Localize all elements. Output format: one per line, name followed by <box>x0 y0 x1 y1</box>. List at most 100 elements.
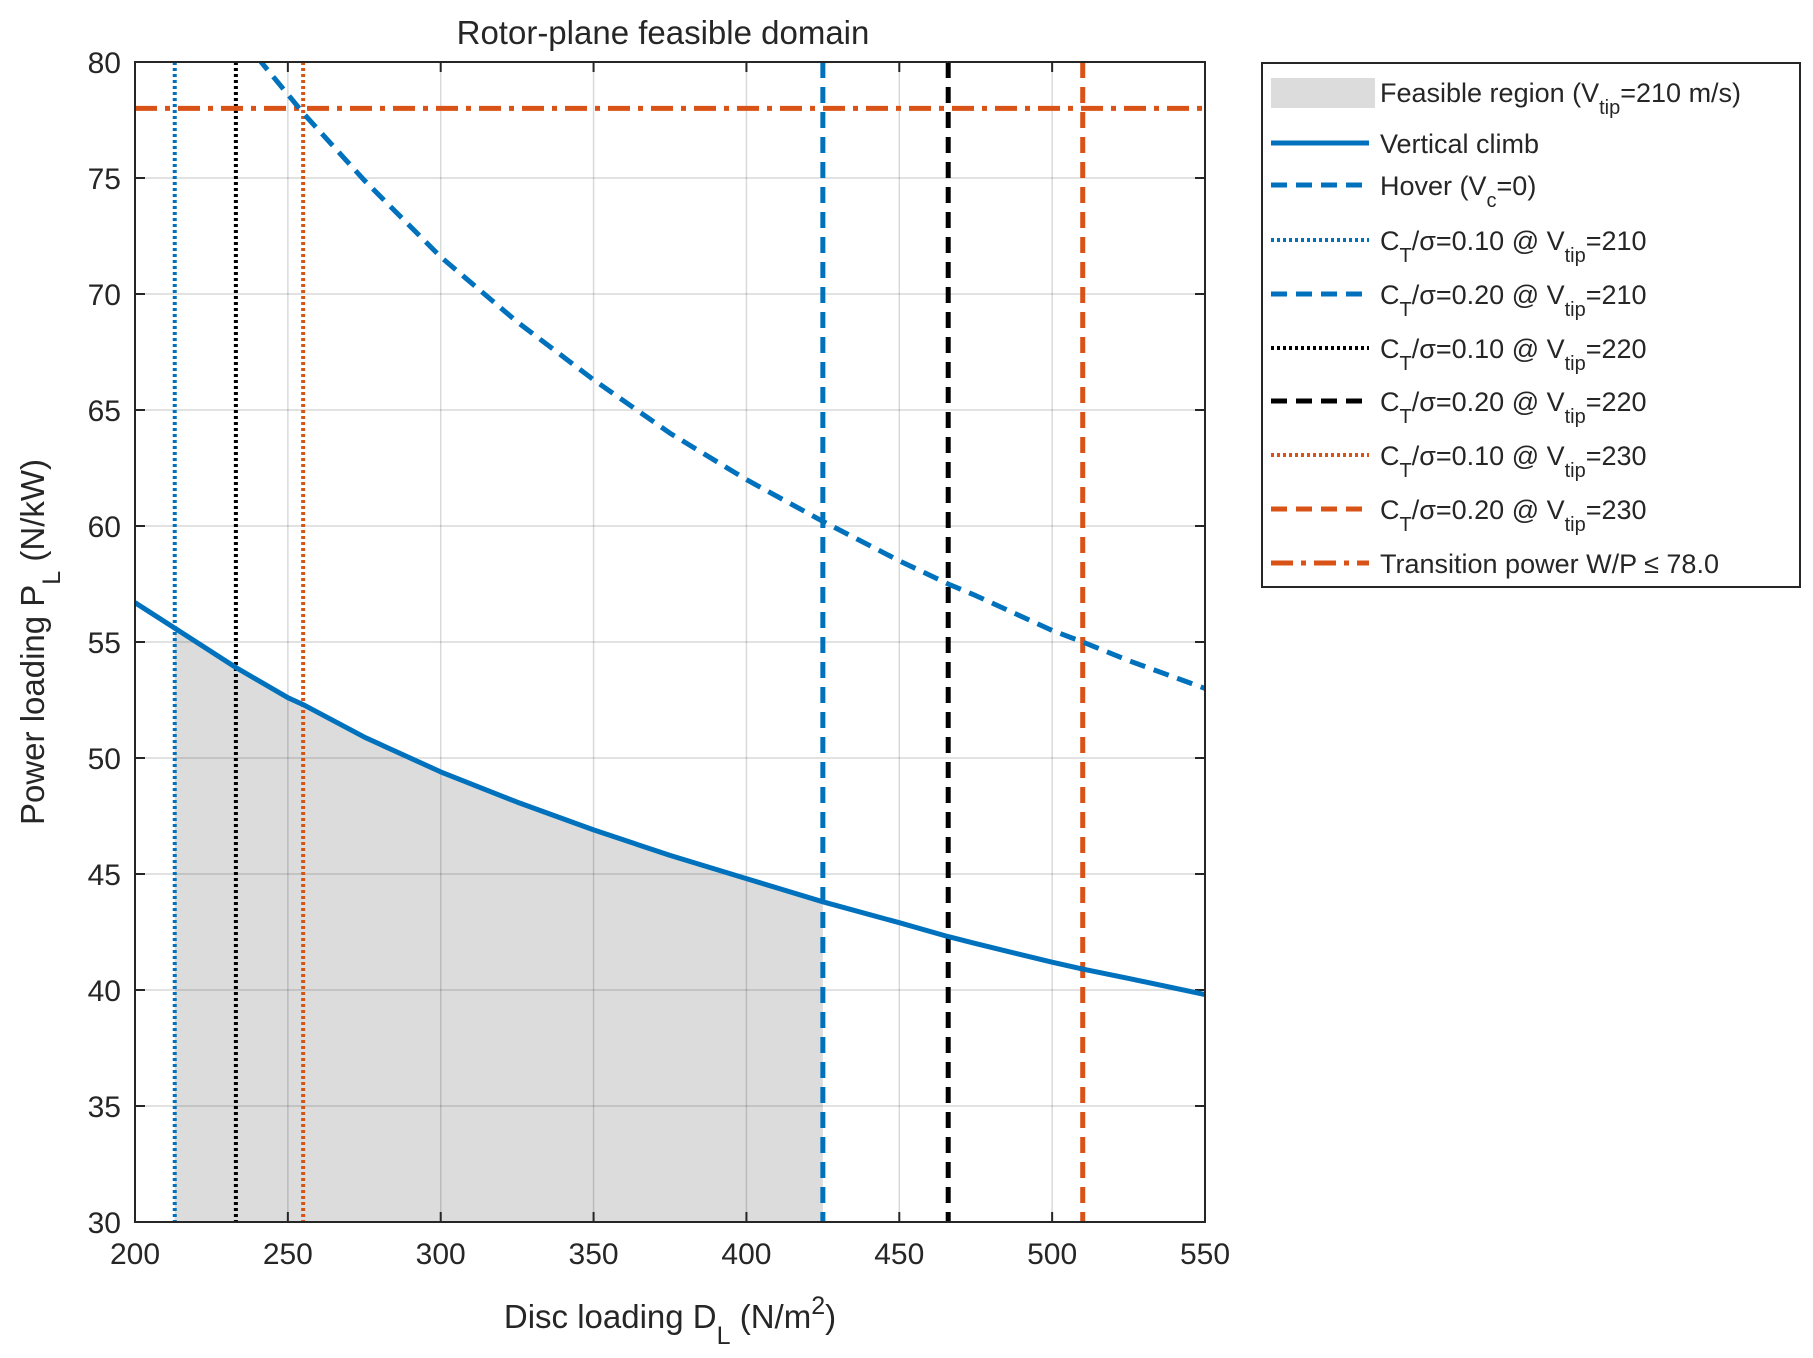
legend-label-part: Feasible region (V <box>1380 78 1599 108</box>
legend-label-part: =210 <box>1586 280 1647 310</box>
y-tick-label-40: 40 <box>88 975 121 1008</box>
legend-entry-3: CT/σ=0.10 @ Vtip=210 <box>1271 226 1647 267</box>
legend-label-sub: tip <box>1565 406 1586 428</box>
legend-label-part: =220 <box>1586 387 1647 417</box>
x-axis-label-unit: (N/m <box>731 1298 812 1335</box>
x-tick-label-450: 450 <box>874 1238 924 1271</box>
legend-label: Vertical climb <box>1380 129 1539 159</box>
legend-label-part: =0) <box>1497 171 1537 201</box>
legend-label: CT/σ=0.20 @ Vtip=210 <box>1380 280 1647 321</box>
x-tick-label-300: 300 <box>416 1238 466 1271</box>
legend-label-part: Vertical climb <box>1380 129 1539 159</box>
y-tick-label-50: 50 <box>88 743 121 776</box>
legend-entry-2: Hover (Vc=0) <box>1271 171 1536 212</box>
legend-label-part: C <box>1380 226 1400 256</box>
legend-label-sub: T <box>1400 460 1412 482</box>
x-tick-label-500: 500 <box>1027 1238 1077 1271</box>
y-axis-label-unit: (N/kW) <box>14 459 51 571</box>
legend-entry-7: CT/σ=0.10 @ Vtip=230 <box>1271 441 1647 482</box>
y-axis-label-sub: L <box>38 571 66 585</box>
x-axis-label-main: Disc loading D <box>504 1298 717 1335</box>
plot-frame <box>134 61 1206 1223</box>
legend-label-sub: tip <box>1565 245 1586 267</box>
y-tick-label-80: 80 <box>88 47 121 80</box>
legend-label-sub: tip <box>1565 353 1586 375</box>
feasible-region-layer <box>174 628 823 1222</box>
legend-label-sub: T <box>1400 514 1412 536</box>
series-vertical-climb <box>135 600 1205 998</box>
series-layer <box>135 62 1205 1222</box>
legend-label-part: /σ=0.10 @ V <box>1412 226 1565 256</box>
legend-label-part: =210 <box>1586 226 1647 256</box>
legend-label-part: C <box>1380 441 1400 471</box>
legend-swatch-fill <box>1271 78 1375 108</box>
legend-label-sub: c <box>1487 190 1497 212</box>
legend-label-part: Transition power W/P ≤ 78.0 <box>1380 549 1719 579</box>
y-axis-label: Power loading PL (N/kW) <box>14 459 66 825</box>
legend-label-sub: T <box>1400 353 1412 375</box>
chart-title: Rotor-plane feasible domain <box>457 14 870 51</box>
legend-label-part: /σ=0.20 @ V <box>1412 387 1565 417</box>
legend-entry-1: Vertical climb <box>1271 129 1539 159</box>
legend-label: CT/σ=0.20 @ Vtip=230 <box>1380 495 1647 536</box>
legend-entry-9: Transition power W/P ≤ 78.0 <box>1271 549 1719 579</box>
legend-label: Transition power W/P ≤ 78.0 <box>1380 549 1719 579</box>
legend-label-part: Hover (V <box>1380 171 1487 201</box>
y-tick-label-30: 30 <box>88 1207 121 1240</box>
x-tick-labels: 200 250 300 350 400 450 500 550 <box>110 1238 1230 1271</box>
legend-label-part: =210 m/s) <box>1620 78 1741 108</box>
legend-label-part: C <box>1380 334 1400 364</box>
legend-label-part: /σ=0.10 @ V <box>1412 334 1565 364</box>
legend-label: CT/σ=0.10 @ Vtip=210 <box>1380 226 1647 267</box>
legend-label-sub: T <box>1400 245 1412 267</box>
legend: Feasible region (Vtip=210 m/s)Vertical c… <box>1261 62 1801 588</box>
y-tick-label-70: 70 <box>88 279 121 312</box>
y-tick-label-45: 45 <box>88 859 121 892</box>
y-tick-label-75: 75 <box>88 163 121 196</box>
y-tick-label-55: 55 <box>88 627 121 660</box>
x-tick-label-400: 400 <box>721 1238 771 1271</box>
legend-entries: Feasible region (Vtip=210 m/s)Vertical c… <box>1271 78 1741 579</box>
plot-area <box>134 61 1206 1223</box>
legend-label: Feasible region (Vtip=210 m/s) <box>1380 78 1741 119</box>
legend-entry-4: CT/σ=0.20 @ Vtip=210 <box>1271 280 1647 321</box>
x-tick-label-250: 250 <box>263 1238 313 1271</box>
legend-label-part: =230 <box>1586 441 1647 471</box>
y-tick-label-60: 60 <box>88 511 121 544</box>
x-axis-label: Disc loading DL (N/m2) <box>504 1292 836 1350</box>
x-axis-label-sup: 2 <box>811 1292 825 1320</box>
legend-label-sub: T <box>1400 299 1412 321</box>
feasible-region-fill <box>174 628 823 1222</box>
legend-label: CT/σ=0.20 @ Vtip=220 <box>1380 387 1647 428</box>
legend-entry-5: CT/σ=0.10 @ Vtip=220 <box>1271 334 1647 375</box>
series-hover-v-c-0 <box>257 62 1205 691</box>
legend-label-part: =220 <box>1586 334 1647 364</box>
legend-label-sub: tip <box>1565 514 1586 536</box>
x-axis-label-close: ) <box>825 1298 836 1335</box>
legend-label-sub: tip <box>1565 299 1586 321</box>
legend-label: CT/σ=0.10 @ Vtip=230 <box>1380 441 1647 482</box>
x-tick-label-350: 350 <box>569 1238 619 1271</box>
legend-label-part: =230 <box>1586 495 1647 525</box>
x-tick-label-200: 200 <box>110 1238 160 1271</box>
legend-label-sub: tip <box>1599 97 1620 119</box>
y-tick-labels: 30 35 40 45 50 55 60 65 70 75 80 <box>88 47 121 1240</box>
legend-entry-8: CT/σ=0.20 @ Vtip=230 <box>1271 495 1647 536</box>
legend-label-part: C <box>1380 280 1400 310</box>
y-tick-label-35: 35 <box>88 1091 121 1124</box>
legend-label-part: /σ=0.10 @ V <box>1412 441 1565 471</box>
legend-label-sub: T <box>1400 406 1412 428</box>
legend-label-part: /σ=0.20 @ V <box>1412 280 1565 310</box>
legend-entry-6: CT/σ=0.20 @ Vtip=220 <box>1271 387 1647 428</box>
x-axis-label-sub: L <box>717 1322 731 1350</box>
y-tick-label-65: 65 <box>88 395 121 428</box>
legend-label-part: /σ=0.20 @ V <box>1412 495 1565 525</box>
legend-entry-0: Feasible region (Vtip=210 m/s) <box>1271 78 1741 119</box>
legend-box <box>1261 62 1801 588</box>
legend-label: Hover (Vc=0) <box>1380 171 1536 212</box>
x-tick-label-550: 550 <box>1180 1238 1230 1271</box>
legend-label-part: C <box>1380 387 1400 417</box>
y-axis-label-main: Power loading P <box>14 585 51 825</box>
legend-label: CT/σ=0.10 @ Vtip=220 <box>1380 334 1647 375</box>
